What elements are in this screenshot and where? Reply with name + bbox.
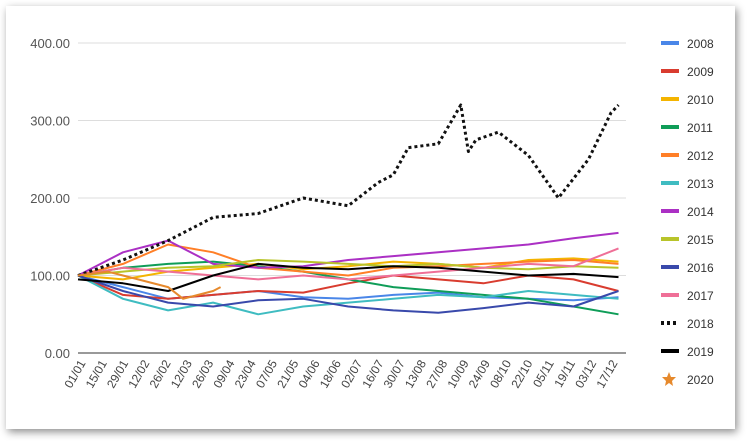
legend-item[interactable]: 2014 — [661, 205, 714, 219]
legend-label: 2009 — [687, 65, 714, 79]
legend: 2008 2009 2010 2011 2012 2013 2014 2015 2016 2017… — [661, 37, 714, 387]
legend-label: 2013 — [687, 177, 714, 191]
series-line — [77, 259, 619, 277]
legend-label: 2015 — [687, 233, 714, 247]
y-tick-label: 400.00 — [30, 36, 70, 51]
series-line — [77, 274, 619, 314]
legend-item[interactable]: 2017 — [661, 289, 714, 303]
legend-item[interactable]: 2015 — [661, 233, 714, 247]
chart-frame: 0.00 100.00 200.00 300.00 400.00 01/01 15/01 2… — [6, 6, 735, 429]
legend-item[interactable]: 2016 — [661, 261, 714, 275]
x-tick-label: 22/10 — [508, 357, 535, 390]
legend-label: 2014 — [687, 205, 714, 219]
legend-label: 2016 — [687, 261, 714, 275]
y-axis-ticks: 0.00 100.00 200.00 300.00 400.00 — [30, 36, 70, 361]
legend-label: 2011 — [687, 121, 713, 135]
y-tick-label: 0.00 — [45, 346, 70, 361]
legend-item[interactable]: 2020 — [662, 372, 714, 387]
legend-label: 2017 — [687, 289, 714, 303]
legend-item[interactable]: 2013 — [661, 177, 714, 191]
series-line — [77, 247, 619, 281]
y-tick-label: 300.00 — [30, 114, 70, 129]
legend-label: 2020 — [687, 373, 714, 387]
legend-item[interactable]: 2018 — [661, 317, 714, 331]
legend-item[interactable]: 2011 — [661, 121, 713, 135]
star-icon — [662, 372, 676, 386]
legend-label: 2012 — [687, 149, 714, 163]
legend-item[interactable]: 2012 — [661, 149, 714, 163]
series-lines — [77, 103, 620, 316]
line-chart: 0.00 100.00 200.00 300.00 400.00 01/0115/012… — [30, 36, 714, 391]
legend-item[interactable]: 2010 — [661, 93, 714, 107]
series-line — [77, 243, 619, 277]
legend-label: 2008 — [687, 37, 714, 51]
legend-label: 2019 — [687, 345, 714, 359]
legend-item[interactable]: 2008 — [661, 37, 714, 51]
series-line — [77, 262, 619, 292]
series-line — [77, 103, 620, 277]
legend-label: 2010 — [687, 93, 714, 107]
x-axis-ticks: 01/0115/0129/0112/0226/0212/0326/0309/04… — [61, 357, 620, 390]
y-tick-label: 100.00 — [30, 269, 70, 284]
y-tick-label: 200.00 — [30, 191, 70, 206]
legend-item[interactable]: 2009 — [661, 65, 714, 79]
series-line — [77, 274, 619, 316]
x-tick-label: 05/11 — [530, 357, 557, 390]
x-tick-label: 17/12 — [593, 357, 620, 390]
series-line — [77, 270, 222, 300]
legend-label: 2018 — [687, 317, 714, 331]
legend-item[interactable]: 2019 — [661, 345, 714, 359]
